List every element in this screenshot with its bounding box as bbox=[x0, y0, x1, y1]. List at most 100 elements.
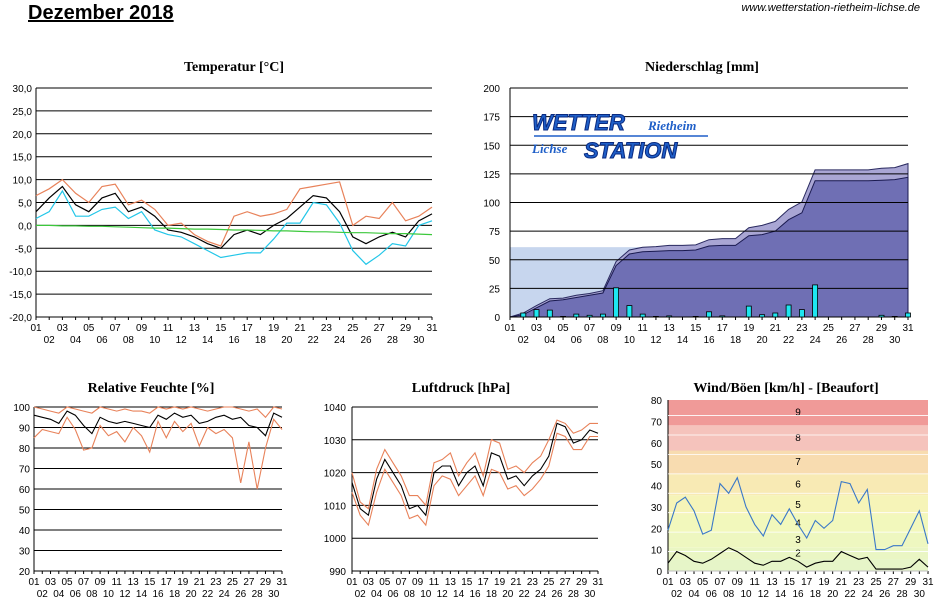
daily-bar bbox=[639, 313, 646, 318]
daily-bar bbox=[745, 305, 752, 318]
temperature-chart: Temperatur [°C] 30,0 25,0 20,0 15,0 10,0 5,0 0,… bbox=[9, 60, 438, 346]
x-tick-label: 24 bbox=[219, 589, 231, 600]
x-tick-label: 28 bbox=[863, 335, 875, 346]
x-tick-label: 04 bbox=[371, 589, 383, 600]
x-tick-label: 16 bbox=[152, 589, 164, 600]
x-tick-label: 25 bbox=[823, 323, 835, 334]
x-tick-label: 14 bbox=[677, 335, 689, 346]
x-tick-label: 07 bbox=[78, 577, 90, 588]
x-tick-label: 02 bbox=[671, 589, 683, 600]
x-tick-label: 30 bbox=[413, 335, 425, 346]
x-tick-label: 01 bbox=[504, 323, 516, 334]
x-tick-label: 21 bbox=[836, 577, 848, 588]
daily-bar bbox=[600, 313, 606, 318]
x-tick-label: 03 bbox=[531, 323, 543, 334]
x-tick-label: 08 bbox=[723, 589, 735, 600]
daily-bar bbox=[626, 305, 633, 318]
x-tick-label: 12 bbox=[119, 589, 131, 600]
beaufort-band bbox=[668, 400, 928, 426]
y-tick-label: 60 bbox=[19, 485, 31, 496]
logo-rietheim: Rietheim bbox=[647, 118, 696, 133]
x-tick-label: 23 bbox=[527, 577, 539, 588]
x-tick-label: 17 bbox=[478, 577, 490, 588]
y-tick-label: 1000 bbox=[324, 534, 347, 545]
logo-lichse: Lichse bbox=[531, 141, 568, 156]
x-tick-label: 04 bbox=[688, 589, 700, 600]
x-tick-label: 06 bbox=[706, 589, 718, 600]
daily-bar bbox=[891, 315, 898, 318]
series-line-0 bbox=[667, 476, 929, 551]
y-tick-label: 25 bbox=[489, 284, 501, 295]
y-tick-label: 20 bbox=[19, 567, 31, 578]
y-tick-label: 30 bbox=[19, 547, 31, 558]
x-tick-label: 05 bbox=[558, 323, 570, 334]
x-tick-label: 21 bbox=[194, 577, 206, 588]
y-tick-label: 1020 bbox=[324, 469, 347, 480]
x-tick-label: 15 bbox=[461, 577, 473, 588]
daily-bar bbox=[812, 284, 818, 318]
x-tick-label: 28 bbox=[568, 589, 580, 600]
x-tick-label: 17 bbox=[242, 323, 254, 334]
x-tick-label: 18 bbox=[486, 589, 498, 600]
y-tick-label: -10,0 bbox=[9, 267, 32, 278]
x-tick-label: 10 bbox=[149, 335, 161, 346]
x-tick-label: 27 bbox=[849, 323, 861, 334]
x-tick-label: 24 bbox=[334, 335, 346, 346]
humidity-chart: Relative Feuchte [%]10090807060504030200… bbox=[13, 381, 288, 600]
x-tick-label: 01 bbox=[346, 577, 358, 588]
beaufort-label: 2 bbox=[795, 549, 801, 560]
x-tick-label: 30 bbox=[889, 335, 901, 346]
x-tick-label: 25 bbox=[347, 323, 359, 334]
x-tick-label: 10 bbox=[420, 589, 432, 600]
x-tick-label: 11 bbox=[749, 577, 760, 588]
y-tick-label: 40 bbox=[19, 526, 31, 537]
station-logo: WETTER Rietheim Lichse STATION bbox=[531, 110, 708, 164]
x-tick-label: 07 bbox=[110, 323, 122, 334]
x-tick-label: 31 bbox=[902, 323, 914, 334]
daily-bar bbox=[785, 304, 792, 318]
x-tick-label: 21 bbox=[770, 323, 782, 334]
x-tick-label: 14 bbox=[775, 589, 787, 600]
x-tick-label: 23 bbox=[210, 577, 222, 588]
y-tick-label: 0,0 bbox=[18, 221, 32, 232]
x-tick-label: 13 bbox=[189, 323, 201, 334]
y-tick-label: 10,0 bbox=[13, 176, 33, 187]
x-tick-label: 15 bbox=[690, 323, 702, 334]
y-tick-label: 50 bbox=[489, 256, 501, 267]
x-tick-label: 18 bbox=[810, 589, 822, 600]
beaufort-band bbox=[668, 450, 928, 474]
chart-title: Wind/Böen [km/h] - [Beaufort] bbox=[693, 381, 878, 396]
series-line-1 bbox=[667, 547, 929, 570]
daily-bar bbox=[905, 312, 911, 318]
y-tick-label: 100 bbox=[483, 199, 500, 210]
daily-bar bbox=[573, 313, 580, 318]
x-tick-label: 24 bbox=[862, 589, 874, 600]
y-tick-label: -15,0 bbox=[9, 290, 32, 301]
site-url[interactable]: www.wetterstation-rietheim-lichse.de bbox=[741, 2, 920, 14]
x-tick-label: 31 bbox=[276, 577, 288, 588]
x-tick-label: 20 bbox=[502, 589, 514, 600]
y-tick-label: 1010 bbox=[324, 501, 347, 512]
x-tick-label: 16 bbox=[792, 589, 804, 600]
x-tick-label: 13 bbox=[664, 323, 676, 334]
x-tick-label: 06 bbox=[96, 335, 108, 346]
y-tick-label: 1040 bbox=[324, 403, 347, 414]
x-tick-label: 19 bbox=[818, 577, 830, 588]
x-tick-label: 10 bbox=[740, 589, 752, 600]
y-tick-label: 70 bbox=[19, 465, 31, 476]
y-tick-label: 125 bbox=[483, 170, 500, 181]
x-tick-label: 22 bbox=[844, 589, 856, 600]
x-tick-label: 03 bbox=[45, 577, 57, 588]
x-tick-label: 01 bbox=[30, 323, 42, 334]
x-tick-label: 18 bbox=[169, 589, 181, 600]
x-tick-label: 05 bbox=[83, 323, 95, 334]
x-tick-label: 05 bbox=[62, 577, 74, 588]
x-tick-label: 12 bbox=[437, 589, 449, 600]
x-tick-label: 23 bbox=[321, 323, 333, 334]
x-tick-label: 05 bbox=[697, 577, 709, 588]
y-tick-label: 20 bbox=[651, 524, 663, 535]
y-tick-label: 1030 bbox=[324, 436, 347, 447]
beaufort-label: 8 bbox=[795, 433, 801, 444]
x-tick-label: 26 bbox=[551, 589, 563, 600]
series-line-1 bbox=[351, 419, 598, 510]
